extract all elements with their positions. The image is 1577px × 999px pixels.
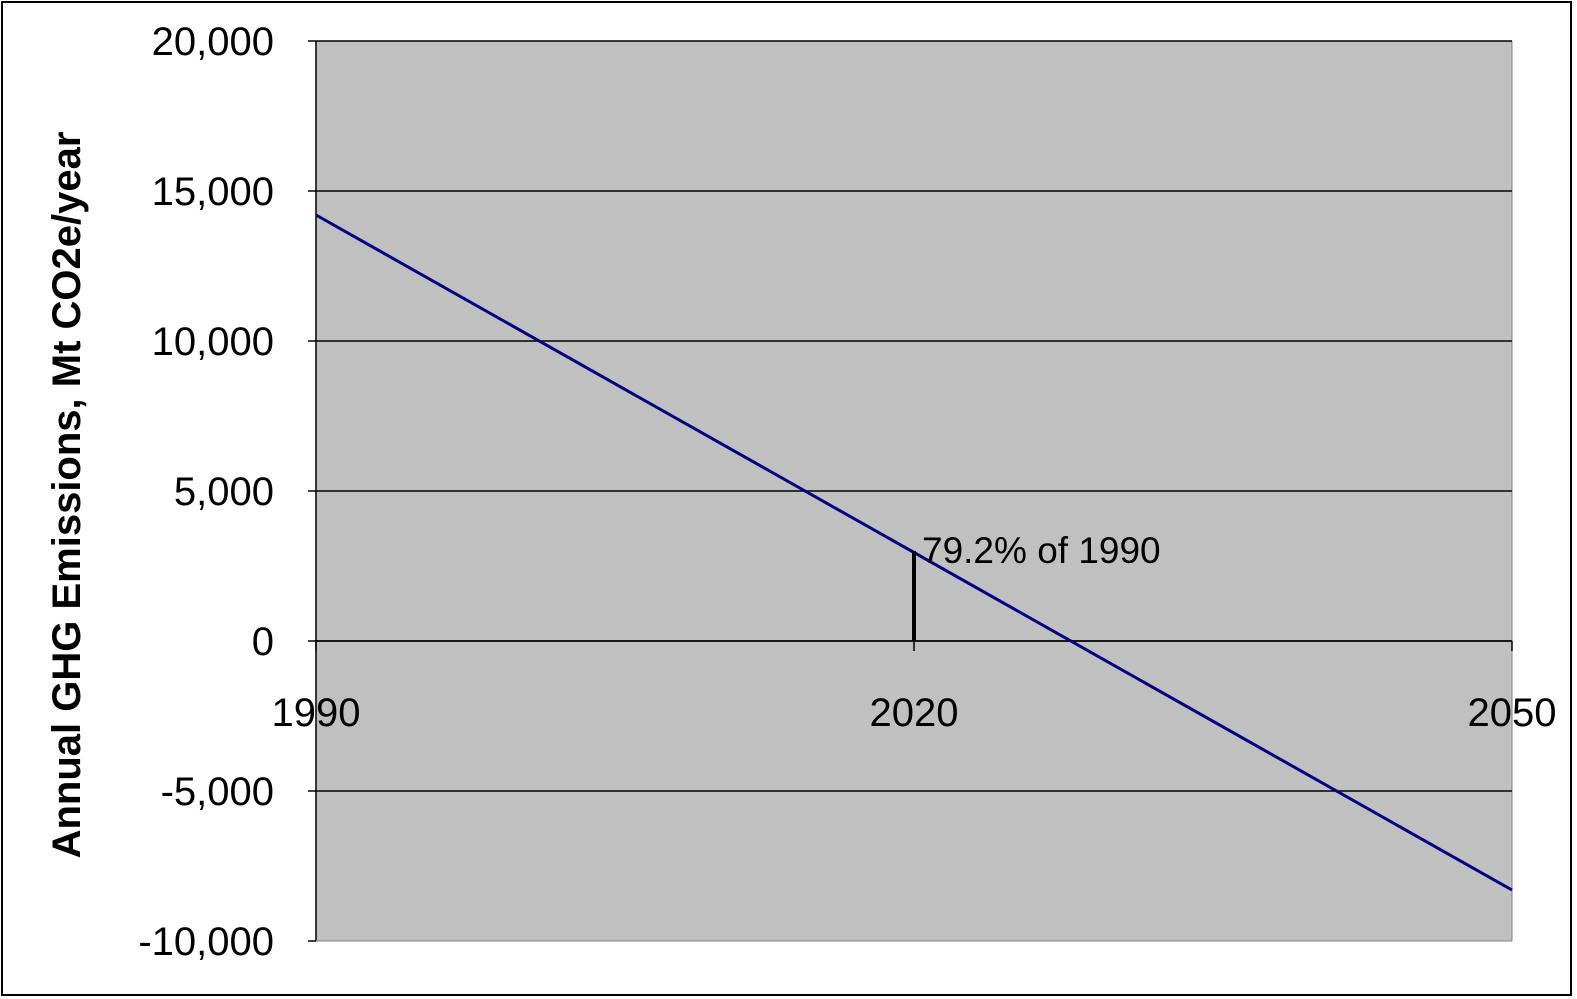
y-tick-label: 15,000 [152, 170, 274, 214]
y-axis-title: Annual GHG Emissions, Mt CO2e/year [45, 132, 89, 859]
line-chart: 79.2% of 1990 20,000 15,000 10,000 5,000 0 -5… [45, 20, 1557, 964]
y-tick-label: -10,000 [138, 920, 274, 964]
y-tick-label: 10,000 [152, 320, 274, 364]
y-tick-label: 20,000 [152, 20, 274, 64]
y-tick-label: -5,000 [161, 770, 274, 814]
y-tick-label: 5,000 [174, 470, 274, 514]
annotation-label: 79.2% of 1990 [922, 530, 1161, 571]
x-tick-label: 2050 [1468, 691, 1557, 735]
x-tick-label: 2020 [870, 691, 959, 735]
y-tick-label: 0 [252, 620, 274, 664]
x-tick-label: 1990 [272, 691, 361, 735]
